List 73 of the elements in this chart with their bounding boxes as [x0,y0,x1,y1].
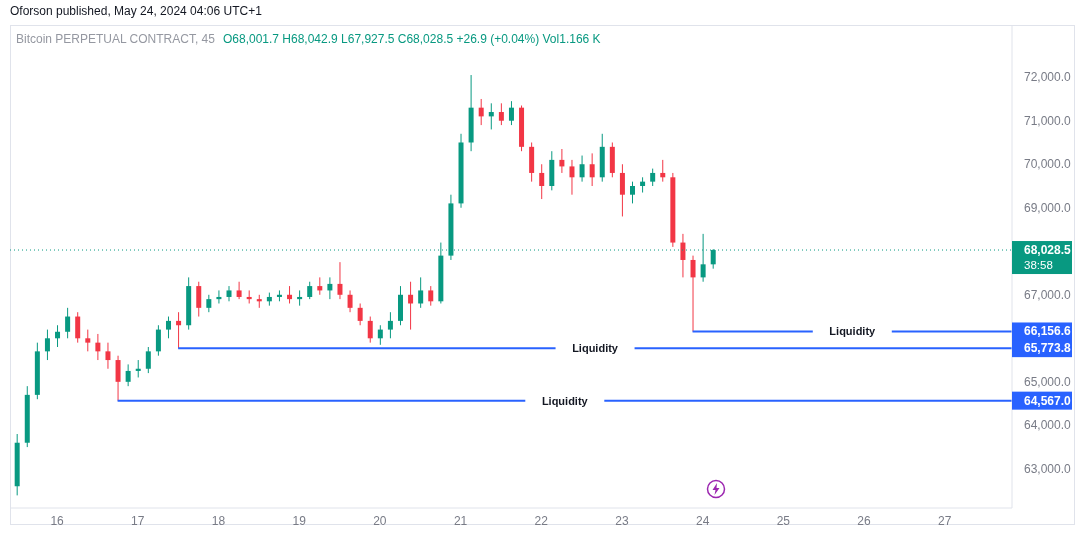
y-tick-label: 63,000.0 [1024,461,1072,476]
candlestick [337,261,343,300]
x-tick-label: 22 [534,513,549,528]
candlestick [680,233,686,278]
candlestick [196,281,202,318]
candlestick [85,329,91,352]
ref-line-label: Liquidity [541,394,589,407]
candlestick [155,324,161,357]
ref-line-label: Liquidity [572,342,619,355]
candlestick [44,329,50,361]
candlestick [297,289,303,307]
ref-line-label: Liquidity [829,325,877,338]
candlestick [95,333,101,361]
y-tick-label: 69,000.0 [1024,200,1072,215]
y-tick-label: 71,000.0 [1024,113,1072,128]
candlestick [65,307,71,339]
candlestick [508,100,514,126]
chart-subtitle: Oforson published, May 24, 2024 04:06 UTC+1 [10,4,262,18]
candlestick [236,281,242,300]
y-tick-label: 65,773.8 [1024,341,1072,356]
candlestick [418,276,424,309]
y-tick-label: 67,000.0 [1024,287,1072,302]
x-tick-label: 16 [50,513,65,528]
x-tick-label: 20 [373,513,387,528]
candlestick [690,255,696,332]
y-tick-label: 70,000.0 [1024,157,1072,172]
candlestick [428,285,434,307]
candlestick [347,289,353,313]
annotation: O68,001.7 H68,042.9 L67,927.5 C68,028.5 +26.9 (+0.04%) Vol1.166 K [222,32,601,46]
candlestick [539,163,545,200]
y-tick-label: 68,028.5 [1024,243,1072,258]
x-tick-label: 18 [211,513,226,528]
candlestick [619,163,625,217]
y-tick-label: 72,000.0 [1024,70,1072,85]
candlestick [478,98,484,126]
candlestick [115,355,121,402]
y-tick-label: 66,156.6 [1024,324,1072,339]
candlestick [367,316,373,344]
candlestick [387,311,393,339]
y-tick-label: 65,000.0 [1024,374,1072,389]
x-tick-label: 25 [776,513,791,528]
x-tick-label: 24 [695,513,710,528]
candlestick [145,346,151,374]
candlestick [216,289,222,304]
candlestick [357,302,363,326]
x-tick-label: 21 [453,513,468,528]
candlestick [579,155,585,183]
x-tick-label: 17 [131,513,145,528]
candlestick [165,316,171,339]
candlestick [630,181,635,204]
text: Bitcoin PERPETUAL CONTRACT, 45 [16,32,215,46]
candlestick [660,159,666,183]
x-tick-label: 27 [938,513,952,528]
candlestick [327,276,333,300]
candlestick [176,311,182,349]
candlestick [125,363,131,387]
candlestick [498,102,504,126]
candlestick [75,311,81,344]
candlestick [226,285,232,302]
y-tick-label: 64,567.0 [1024,393,1072,408]
candlestick [559,148,565,174]
candlestick [569,159,575,196]
x-tick-label: 19 [292,513,307,528]
candlestick [105,342,111,370]
candlestick [377,324,383,346]
x-tick-label: 23 [615,513,629,528]
candlestick [408,281,414,331]
text: 38:58 [1024,259,1053,272]
candlestick [488,102,494,130]
y-tick-label: 64,000.0 [1024,418,1072,433]
candlestick [589,152,595,187]
candlestick [55,324,61,348]
x-tick-label: 26 [857,513,872,528]
